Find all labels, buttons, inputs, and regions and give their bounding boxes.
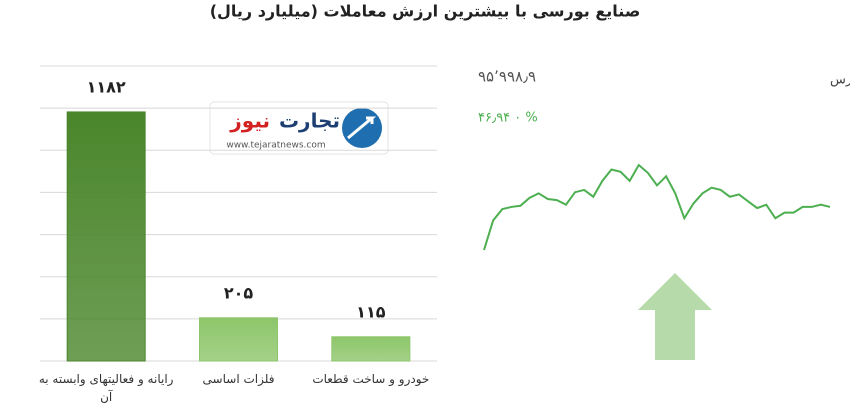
- index-change: ۴۶٫۹۴ ۰ %: [478, 111, 538, 126]
- sparkline: [483, 163, 831, 251]
- x-tick-label: فلزات اساسی: [202, 372, 275, 386]
- logo-url: www.tejaratnews.com: [226, 141, 325, 151]
- index-name: کل بورس: [830, 73, 850, 88]
- bar: [331, 336, 411, 362]
- logo: تجارت نیوز www.tejaratnews.com: [209, 101, 389, 155]
- bar: [66, 111, 146, 362]
- logo-arrow: [347, 116, 377, 140]
- x-tick-label: خودرو و ساخت قطعات: [312, 372, 430, 386]
- bar: [199, 317, 278, 362]
- logo-box: [209, 101, 389, 155]
- index-level: ۹۵’۹۹۸٫۹: [478, 68, 536, 86]
- value-label: ۱۱۸۲: [87, 77, 126, 96]
- x-tick-label: رایانه و فعالیتهای وابسته به آن: [38, 372, 174, 404]
- value-label: ۲۰۵: [224, 283, 254, 302]
- logo-name: تجارت: [279, 109, 340, 133]
- chart-title: صنایع بورسی با بیشترین ارزش معاملات (میل…: [210, 2, 641, 21]
- logo-name: نیوز: [229, 109, 270, 133]
- up-arrow: [638, 273, 712, 360]
- value-label: ۱۱۵: [356, 302, 386, 321]
